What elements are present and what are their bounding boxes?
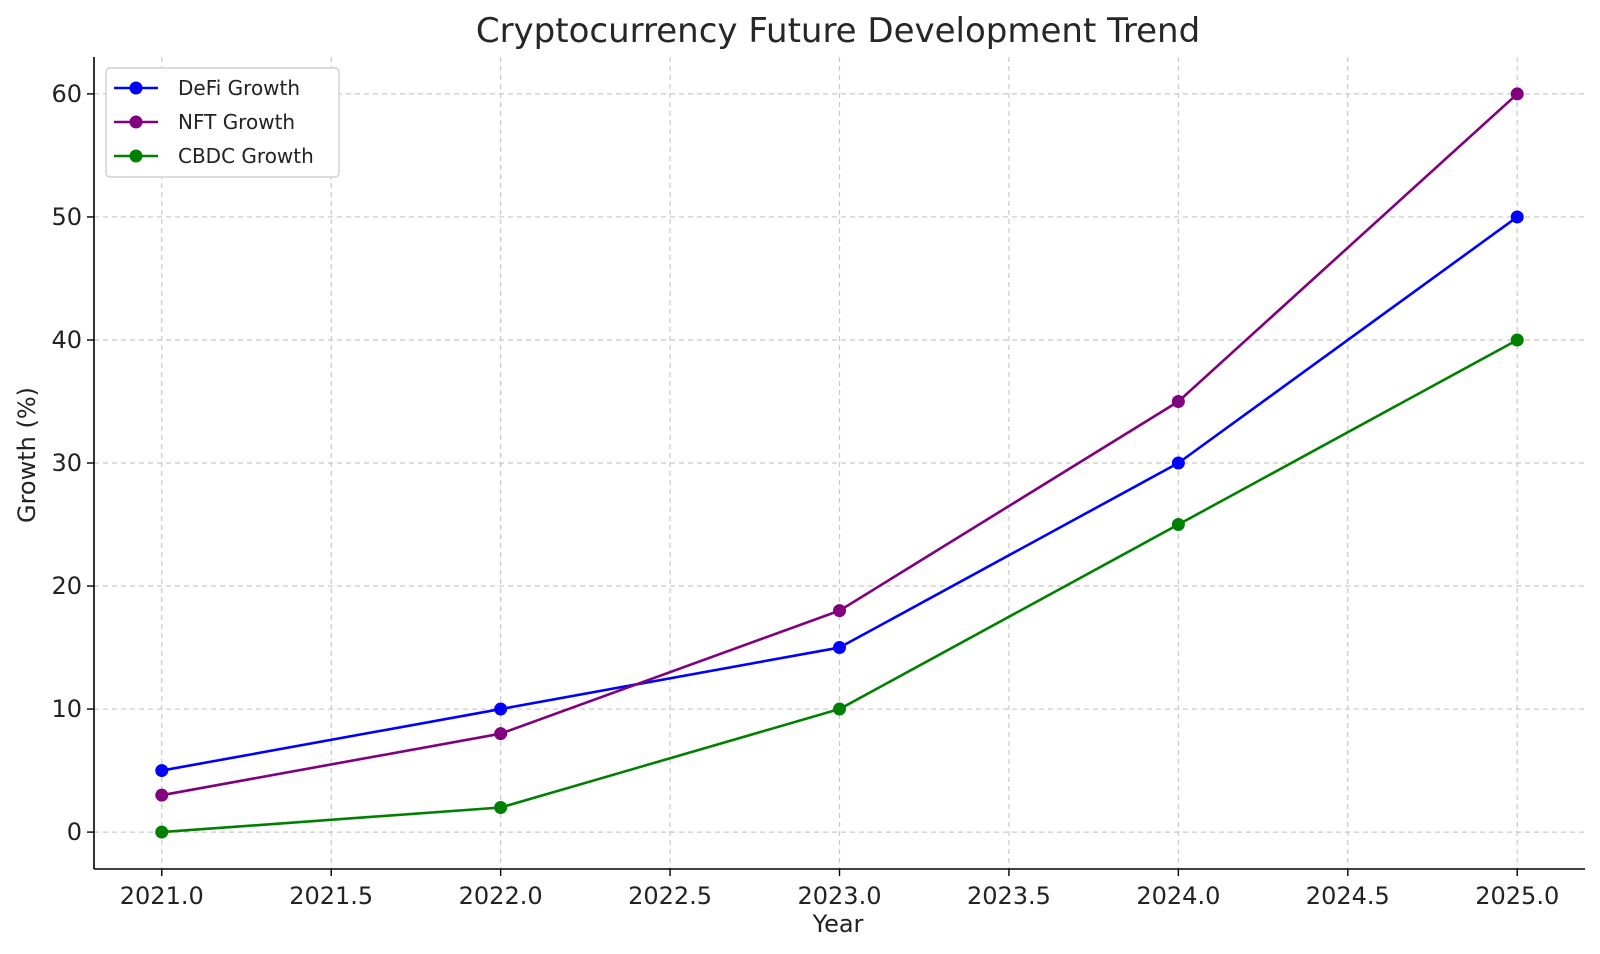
y-tick-label: 10 — [51, 695, 82, 723]
x-tick-label: 2022.0 — [459, 882, 543, 910]
x-tick-label: 2024.5 — [1306, 882, 1390, 910]
data-point — [1171, 456, 1185, 470]
data-point — [1171, 518, 1185, 532]
legend-item: NFT Growth — [114, 110, 295, 134]
legend-box — [105, 67, 340, 178]
data-point — [1510, 87, 1524, 101]
series-defi-growth — [155, 210, 1524, 778]
y-tick-label: 0 — [67, 818, 82, 846]
x-tick-label: 2022.5 — [628, 882, 712, 910]
legend-swatch-marker — [129, 115, 143, 129]
legend-swatch-marker — [129, 81, 143, 95]
x-tick-label: 2023.5 — [967, 882, 1051, 910]
legend-label: NFT Growth — [178, 110, 295, 134]
series-cbdc-growth — [155, 333, 1524, 839]
data-point — [1171, 394, 1185, 408]
y-tick-label: 60 — [51, 80, 82, 108]
legend-label: CBDC Growth — [178, 144, 314, 168]
x-tick-label: 2025.0 — [1475, 882, 1559, 910]
series-lines — [155, 87, 1524, 839]
data-point — [155, 764, 169, 778]
legend-label: DeFi Growth — [178, 76, 300, 100]
tick-labels: 2021.0 2021.5 2022.0 2022.5 2023.0 2023.5 2024… — [51, 80, 1559, 910]
y-tick-label: 50 — [51, 203, 82, 231]
legend-item: DeFi Growth — [114, 76, 300, 100]
legend: DeFi Growth NFT Growth CBDC Growth — [105, 67, 340, 178]
x-tick-label: 2021.0 — [120, 882, 204, 910]
data-point — [494, 702, 508, 716]
data-point — [833, 702, 846, 716]
data-point — [494, 727, 508, 741]
data-point — [155, 825, 169, 839]
x-tick-label: 2021.5 — [289, 882, 373, 910]
chart-title: Cryptocurrency Future Development Trend — [476, 11, 1200, 51]
data-point — [1510, 210, 1524, 224]
series-nft-growth — [155, 87, 1524, 802]
data-point — [155, 788, 169, 802]
x-tick-label: 2024.0 — [1136, 882, 1220, 910]
data-point — [1510, 333, 1524, 347]
legend-swatch-marker — [129, 149, 143, 163]
data-point — [494, 800, 508, 814]
legend-item: CBDC Growth — [114, 144, 314, 168]
x-tick-label: 2023.0 — [798, 882, 882, 910]
x-axis-title: Year — [812, 910, 864, 938]
y-axis-title: Growth (%) — [13, 387, 41, 523]
grid — [94, 57, 1585, 869]
y-tick-label: 30 — [51, 449, 82, 477]
data-point — [833, 604, 846, 618]
y-tick-label: 40 — [51, 326, 82, 354]
data-point — [833, 641, 846, 655]
y-tick-label: 20 — [51, 572, 82, 600]
